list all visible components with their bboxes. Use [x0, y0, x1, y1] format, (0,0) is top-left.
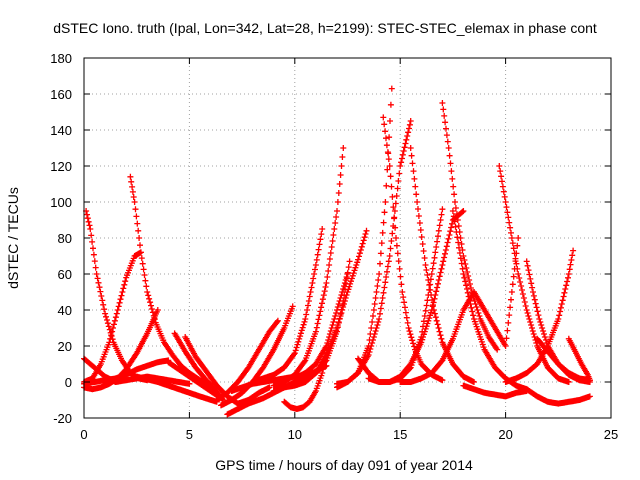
data-points	[270, 145, 347, 389]
series-arc20	[291, 271, 351, 382]
axis-ticks: 0 5 10 15 20 25 -20 0 20 40 60 80 100 120 140 160 180	[50, 51, 618, 442]
y-tick-label: 120	[50, 159, 72, 174]
x-axis-label: GPS time / hours of day 091 of year 2014	[215, 457, 473, 473]
data-points	[502, 247, 577, 385]
data-points	[523, 386, 593, 407]
data-points	[496, 163, 572, 385]
series-arc9	[165, 359, 224, 402]
series-arc36	[565, 335, 593, 384]
series-arc37	[534, 335, 593, 384]
y-axis-label: dSTEC / TECUs	[5, 187, 21, 289]
series-arc23	[334, 118, 414, 391]
x-tick-label: 25	[604, 427, 618, 442]
series-arc17	[270, 145, 347, 389]
data-points	[133, 373, 220, 405]
series-arc32	[460, 382, 530, 400]
y-tick-label: 140	[50, 123, 72, 138]
data-points	[249, 226, 326, 385]
x-tick-label: 10	[288, 427, 302, 442]
x-tick-label: 20	[498, 427, 512, 442]
data-points	[334, 118, 414, 391]
data-points	[565, 335, 593, 384]
y-tick-label: 40	[58, 303, 72, 318]
data-points	[534, 335, 593, 384]
data-points	[471, 235, 522, 349]
series-arc30	[471, 235, 522, 349]
data-series	[81, 85, 593, 418]
series-arc16	[249, 226, 326, 385]
data-points	[83, 208, 151, 384]
series-arc29	[397, 289, 477, 385]
series-arc27	[365, 208, 467, 385]
series-arc1	[83, 208, 151, 384]
chart-title: dSTEC Iono. truth (Ipal, Lon=342, Lat=28…	[53, 20, 597, 36]
series-arc31	[496, 163, 572, 385]
y-tick-label: 20	[58, 339, 72, 354]
data-points	[439, 100, 501, 353]
data-points	[397, 289, 477, 385]
y-tick-label: 60	[58, 267, 72, 282]
series-arc10	[133, 373, 220, 405]
y-tick-label: 0	[65, 375, 72, 390]
data-points	[291, 271, 351, 382]
data-points	[460, 382, 530, 400]
y-tick-label: 100	[50, 195, 72, 210]
series-arc3	[127, 173, 214, 389]
series-arc35	[523, 386, 593, 407]
data-points	[127, 173, 214, 389]
y-tick-label: -20	[53, 411, 72, 426]
y-tick-label: 180	[50, 51, 72, 66]
y-tick-label: 80	[58, 231, 72, 246]
x-tick-label: 15	[393, 427, 407, 442]
series-arc34	[502, 247, 577, 385]
x-tick-label: 0	[80, 427, 87, 442]
series-arc26	[439, 100, 501, 353]
x-tick-label: 5	[186, 427, 193, 442]
y-tick-label: 160	[50, 87, 72, 102]
data-points	[165, 359, 224, 402]
data-points	[365, 208, 467, 385]
